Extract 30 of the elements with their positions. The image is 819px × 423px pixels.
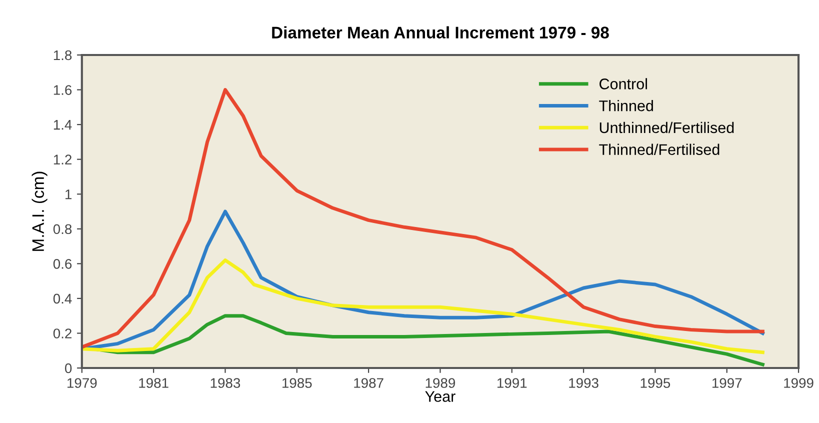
- y-tick-label: 1.2: [54, 154, 72, 164]
- x-tick-label: 1981: [139, 378, 168, 388]
- x-tick-label: 1979: [68, 378, 97, 388]
- y-tick-label: 0.8: [53, 224, 72, 234]
- line-series: [82, 258, 764, 354]
- y-tick-label: 0: [64, 363, 72, 374]
- x-tick-label: 1995: [640, 378, 670, 388]
- y-axis-title: M.A.I. (cm): [32, 172, 48, 251]
- y-tick-label: 1.4: [54, 120, 72, 130]
- y-tick-label: 1.8: [54, 50, 72, 60]
- legend-label: Thinned: [599, 100, 653, 112]
- legend-label: Thinned/Fertilised: [599, 144, 720, 155]
- chart-title: Diameter Mean Annual Increment 1979 - 98: [272, 26, 609, 38]
- x-tick-label: 1989: [426, 378, 456, 388]
- x-tick-label: 1991: [497, 378, 527, 388]
- x-tick-label: 1993: [569, 378, 598, 388]
- y-tick-label: 0.4: [53, 294, 72, 304]
- x-tick-label: 1997: [712, 378, 742, 388]
- y-tick-label: 0.6: [53, 259, 72, 269]
- x-tick-label: 1983: [210, 378, 240, 388]
- legend-label: Unthinned/Fertilised: [600, 122, 734, 134]
- legend-label: Control: [600, 78, 647, 90]
- x-tick-label: 1985: [282, 378, 312, 388]
- x-tick-label: 1987: [354, 378, 384, 388]
- line-series: [82, 88, 764, 349]
- y-tick-label: 0.2: [53, 328, 72, 338]
- x-axis-title: Year: [425, 391, 456, 402]
- y-tick-label: 1.6: [54, 85, 72, 95]
- y-tick-label: 1: [66, 190, 72, 200]
- x-tick-label: 1999: [784, 378, 814, 388]
